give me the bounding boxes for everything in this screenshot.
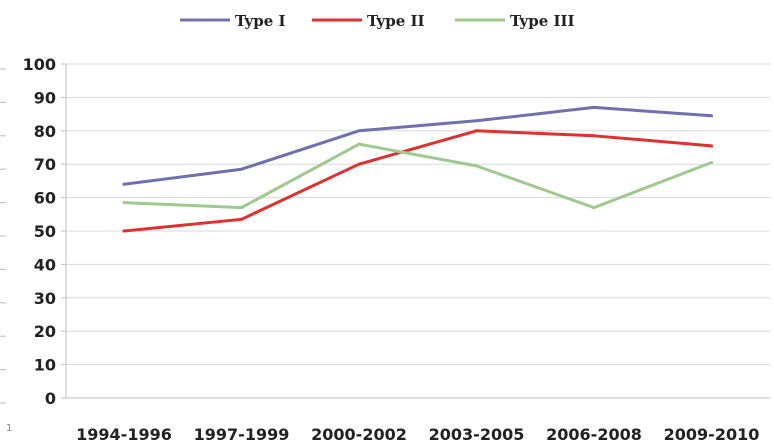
y-tick-label-10: 10 [34,356,56,375]
x-tick-label-2003-2005: 2003-2005 [429,425,525,442]
legend: Type I Type II Type III [180,12,575,30]
y-tick-label-50: 50 [34,222,56,241]
legend-label-type-i: Type I [235,12,286,30]
data-point-type-ii-2 [357,162,361,166]
x-tick-label-2000-2002: 2000-2002 [311,425,407,442]
x-axis: 1994-1996 1997-1999 2000-2002 2003-2005 2006… [76,425,759,442]
y-tick-label-0: 0 [45,389,56,408]
left-edge-marks [0,68,6,404]
data-point-type-iii-0 [122,201,126,205]
x-tick-label-1994-1996: 1994-1996 [76,425,172,442]
y-axis: 0 10 20 30 40 50 60 70 80 90 100 [23,55,67,408]
y-tick-label-90: 90 [34,88,56,107]
data-point-type-i-3 [475,119,478,123]
data-point-type-ii-4 [592,134,596,138]
data-point-type-ii-3 [475,129,478,133]
y-tick-label-80: 80 [34,122,56,141]
x-tick-label-2009-2010: 2009-2010 [664,425,760,442]
data-point-type-iii-5 [710,161,713,165]
series-line-type-iii [122,142,713,210]
series-line-type-i [122,105,713,186]
data-point-type-ii-5 [710,144,713,148]
data-point-type-iii-2 [357,142,361,146]
edge-note: 1 [6,423,12,434]
gridlines [66,63,770,399]
x-tick-label-2006-2008: 2006-2008 [546,425,642,442]
data-point-type-i-4 [592,105,596,109]
x-tick-label-1997-1999: 1997-1999 [194,425,290,442]
data-point-type-i-0 [122,182,126,186]
series-lines [122,105,713,233]
series-line-type-ii [122,129,713,233]
data-point-type-iii-4 [592,206,596,210]
legend-label-type-ii: Type II [367,12,425,30]
data-point-type-iii-1 [240,206,243,210]
data-point-type-ii-1 [240,217,243,221]
legend-label-type-iii: Type III [510,12,575,30]
y-tick-label-100: 100 [23,55,56,74]
data-point-type-iii-3 [475,164,478,168]
y-tick-label-70: 70 [34,155,56,174]
data-point-type-i-1 [240,167,243,171]
y-tick-label-20: 20 [34,322,56,341]
y-tick-label-60: 60 [34,189,56,208]
data-point-type-i-5 [710,114,713,118]
data-point-type-i-2 [357,129,361,133]
y-tick-label-30: 30 [34,289,56,308]
y-tick-label-40: 40 [34,255,56,274]
data-point-type-ii-0 [122,229,126,233]
